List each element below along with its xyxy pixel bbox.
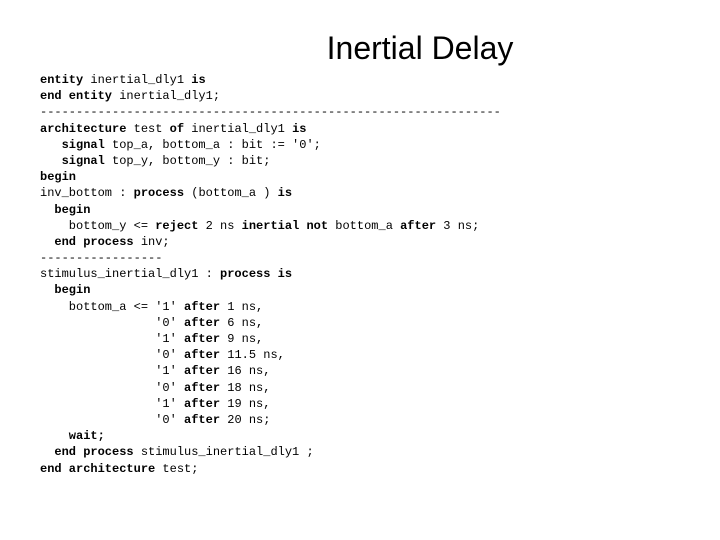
- kw-is: is: [191, 73, 205, 87]
- code-text: '0': [40, 348, 184, 362]
- code-text: bottom_a: [328, 219, 400, 233]
- code-text: stimulus_inertial_dly1 ;: [134, 445, 314, 459]
- code-text: top_y, bottom_y : bit;: [105, 154, 271, 168]
- code-text: (bottom_a ): [184, 186, 278, 200]
- code-text: bottom_a <= '1': [40, 300, 184, 314]
- slide-title: Inertial Delay: [40, 30, 680, 67]
- code-text: test;: [155, 462, 198, 476]
- code-sep: ----------------------------------------…: [40, 105, 501, 119]
- code-text: 1 ns,: [220, 300, 263, 314]
- code-text: 18 ns,: [220, 381, 270, 395]
- kw-entity: entity: [40, 73, 83, 87]
- kw-end-architecture: end architecture: [40, 462, 155, 476]
- kw-end-entity: end entity: [40, 89, 112, 103]
- code-text: test: [126, 122, 169, 136]
- code-text: stimulus_inertial_dly1 :: [40, 267, 220, 281]
- kw-end-process: end process: [40, 445, 134, 459]
- code-text: '0': [40, 381, 184, 395]
- kw-inertial-not: inertial not: [242, 219, 328, 233]
- kw-begin: begin: [40, 283, 90, 297]
- kw-after: after: [184, 316, 220, 330]
- code-text: 11.5 ns,: [220, 348, 285, 362]
- kw-wait: wait;: [40, 429, 105, 443]
- code-text: 2 ns: [198, 219, 241, 233]
- kw-architecture: architecture: [40, 122, 126, 136]
- kw-after: after: [184, 413, 220, 427]
- kw-is: is: [292, 122, 306, 136]
- code-text: inertial_dly1: [83, 73, 191, 87]
- kw-after: after: [184, 381, 220, 395]
- kw-end-process: end process: [40, 235, 134, 249]
- code-text: inertial_dly1;: [112, 89, 220, 103]
- code-text: inv;: [134, 235, 170, 249]
- code-text: '0': [40, 316, 184, 330]
- code-text: '1': [40, 332, 184, 346]
- code-text: '0': [40, 413, 184, 427]
- kw-begin: begin: [40, 170, 76, 184]
- kw-process: process: [134, 186, 184, 200]
- kw-signal: signal: [40, 154, 105, 168]
- code-block: entity inertial_dly1 is end entity inert…: [40, 72, 680, 477]
- code-text: '1': [40, 364, 184, 378]
- kw-signal: signal: [40, 138, 105, 152]
- kw-after: after: [184, 300, 220, 314]
- code-text: 19 ns,: [220, 397, 270, 411]
- kw-begin: begin: [40, 203, 90, 217]
- kw-after: after: [184, 364, 220, 378]
- kw-after: after: [184, 397, 220, 411]
- kw-after: after: [184, 332, 220, 346]
- code-text: 16 ns,: [220, 364, 270, 378]
- kw-is: is: [278, 186, 292, 200]
- kw-after: after: [184, 348, 220, 362]
- code-text: '1': [40, 397, 184, 411]
- code-text: 9 ns,: [220, 332, 263, 346]
- code-text: bottom_y <=: [40, 219, 155, 233]
- code-text: inv_bottom :: [40, 186, 134, 200]
- code-text: 3 ns;: [436, 219, 479, 233]
- code-text: top_a, bottom_a : bit := '0';: [105, 138, 321, 152]
- code-sep: -----------------: [40, 251, 162, 265]
- code-text: inertial_dly1: [184, 122, 292, 136]
- kw-of: of: [170, 122, 184, 136]
- code-text: 20 ns;: [220, 413, 270, 427]
- kw-reject: reject: [155, 219, 198, 233]
- kw-after: after: [400, 219, 436, 233]
- code-text: 6 ns,: [220, 316, 263, 330]
- kw-process-is: process is: [220, 267, 292, 281]
